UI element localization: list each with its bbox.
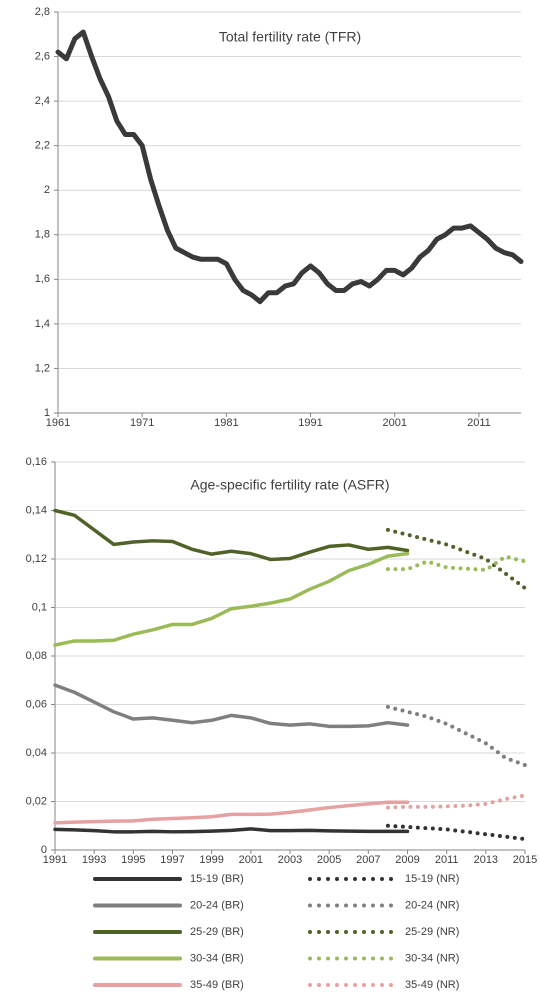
legend-label: 35-49 (NR) — [405, 979, 459, 991]
x-tick-label: 2009 — [395, 854, 419, 866]
x-tick-label: 1993 — [82, 854, 106, 866]
series-line — [385, 554, 527, 572]
y-tick-label: 1,2 — [35, 362, 50, 374]
x-tick-label: 1997 — [160, 854, 184, 866]
legend-label: 30-34 (BR) — [190, 952, 244, 964]
y-tick-label: 2,2 — [35, 140, 50, 152]
legend-label: 15-19 (NR) — [405, 873, 459, 885]
y-tick-label: 1 — [44, 407, 50, 419]
series-line — [53, 683, 410, 729]
legend-label: 25-29 (NR) — [405, 926, 459, 938]
y-tick-label: 2,6 — [35, 50, 50, 62]
series-line — [385, 704, 527, 768]
series-line — [53, 551, 410, 647]
y-tick-label: 0 — [41, 844, 47, 856]
y-tick-label: 0,06 — [26, 698, 47, 710]
x-tick-label: 2001 — [382, 417, 406, 429]
x-tick-label: 1981 — [214, 417, 238, 429]
legend-label: 15-19 (BR) — [190, 873, 244, 885]
x-tick-label: 2003 — [278, 854, 302, 866]
y-tick-label: 1,6 — [35, 273, 50, 285]
y-tick-label: 1,4 — [35, 318, 50, 330]
series-line — [53, 827, 410, 834]
x-tick-label: 1961 — [46, 417, 70, 429]
series-line — [53, 800, 410, 825]
y-tick-label: 0,1 — [32, 601, 47, 613]
series-line — [385, 793, 527, 810]
x-tick-label: 2015 — [513, 854, 537, 866]
y-tick-label: 0,12 — [26, 553, 47, 565]
y-tick-label: 0,08 — [26, 650, 47, 662]
x-tick-label: 2013 — [474, 854, 498, 866]
x-tick-label: 2011 — [467, 417, 491, 429]
series-line — [53, 508, 410, 562]
y-tick-label: 0,16 — [26, 456, 47, 468]
legend-label: 20-24 (NR) — [405, 899, 459, 911]
x-tick-label: 1991 — [298, 417, 322, 429]
y-tick-label: 1,8 — [35, 229, 50, 241]
x-tick-label: 2005 — [317, 854, 341, 866]
y-tick-label: 2,8 — [35, 6, 50, 18]
x-tick-label: 2007 — [356, 854, 380, 866]
x-tick-label: 2011 — [435, 854, 459, 866]
y-tick-label: 0,04 — [26, 747, 47, 759]
legend-label: 20-24 (BR) — [190, 899, 244, 911]
series-line — [55, 29, 524, 305]
legend-label: 35-49 (BR) — [190, 979, 244, 991]
y-tick-label: 2,4 — [35, 95, 50, 107]
y-tick-label: 0,02 — [26, 795, 47, 807]
legend-label: 25-29 (BR) — [190, 926, 244, 938]
y-tick-label: 0,14 — [26, 504, 47, 516]
legend-label: 30-34 (NR) — [405, 952, 459, 964]
x-tick-label: 1971 — [130, 417, 154, 429]
x-tick-label: 1995 — [121, 854, 145, 866]
chart-title: Total fertility rate (TFR) — [219, 29, 361, 45]
series-line — [385, 527, 527, 591]
chart-title: Age-specific fertility rate (ASFR) — [190, 477, 389, 493]
x-tick-label: 2001 — [239, 854, 263, 866]
series-line — [385, 823, 527, 842]
x-tick-label: 1999 — [199, 854, 223, 866]
y-tick-label: 2 — [44, 184, 50, 196]
x-tick-label: 1991 — [43, 854, 67, 866]
